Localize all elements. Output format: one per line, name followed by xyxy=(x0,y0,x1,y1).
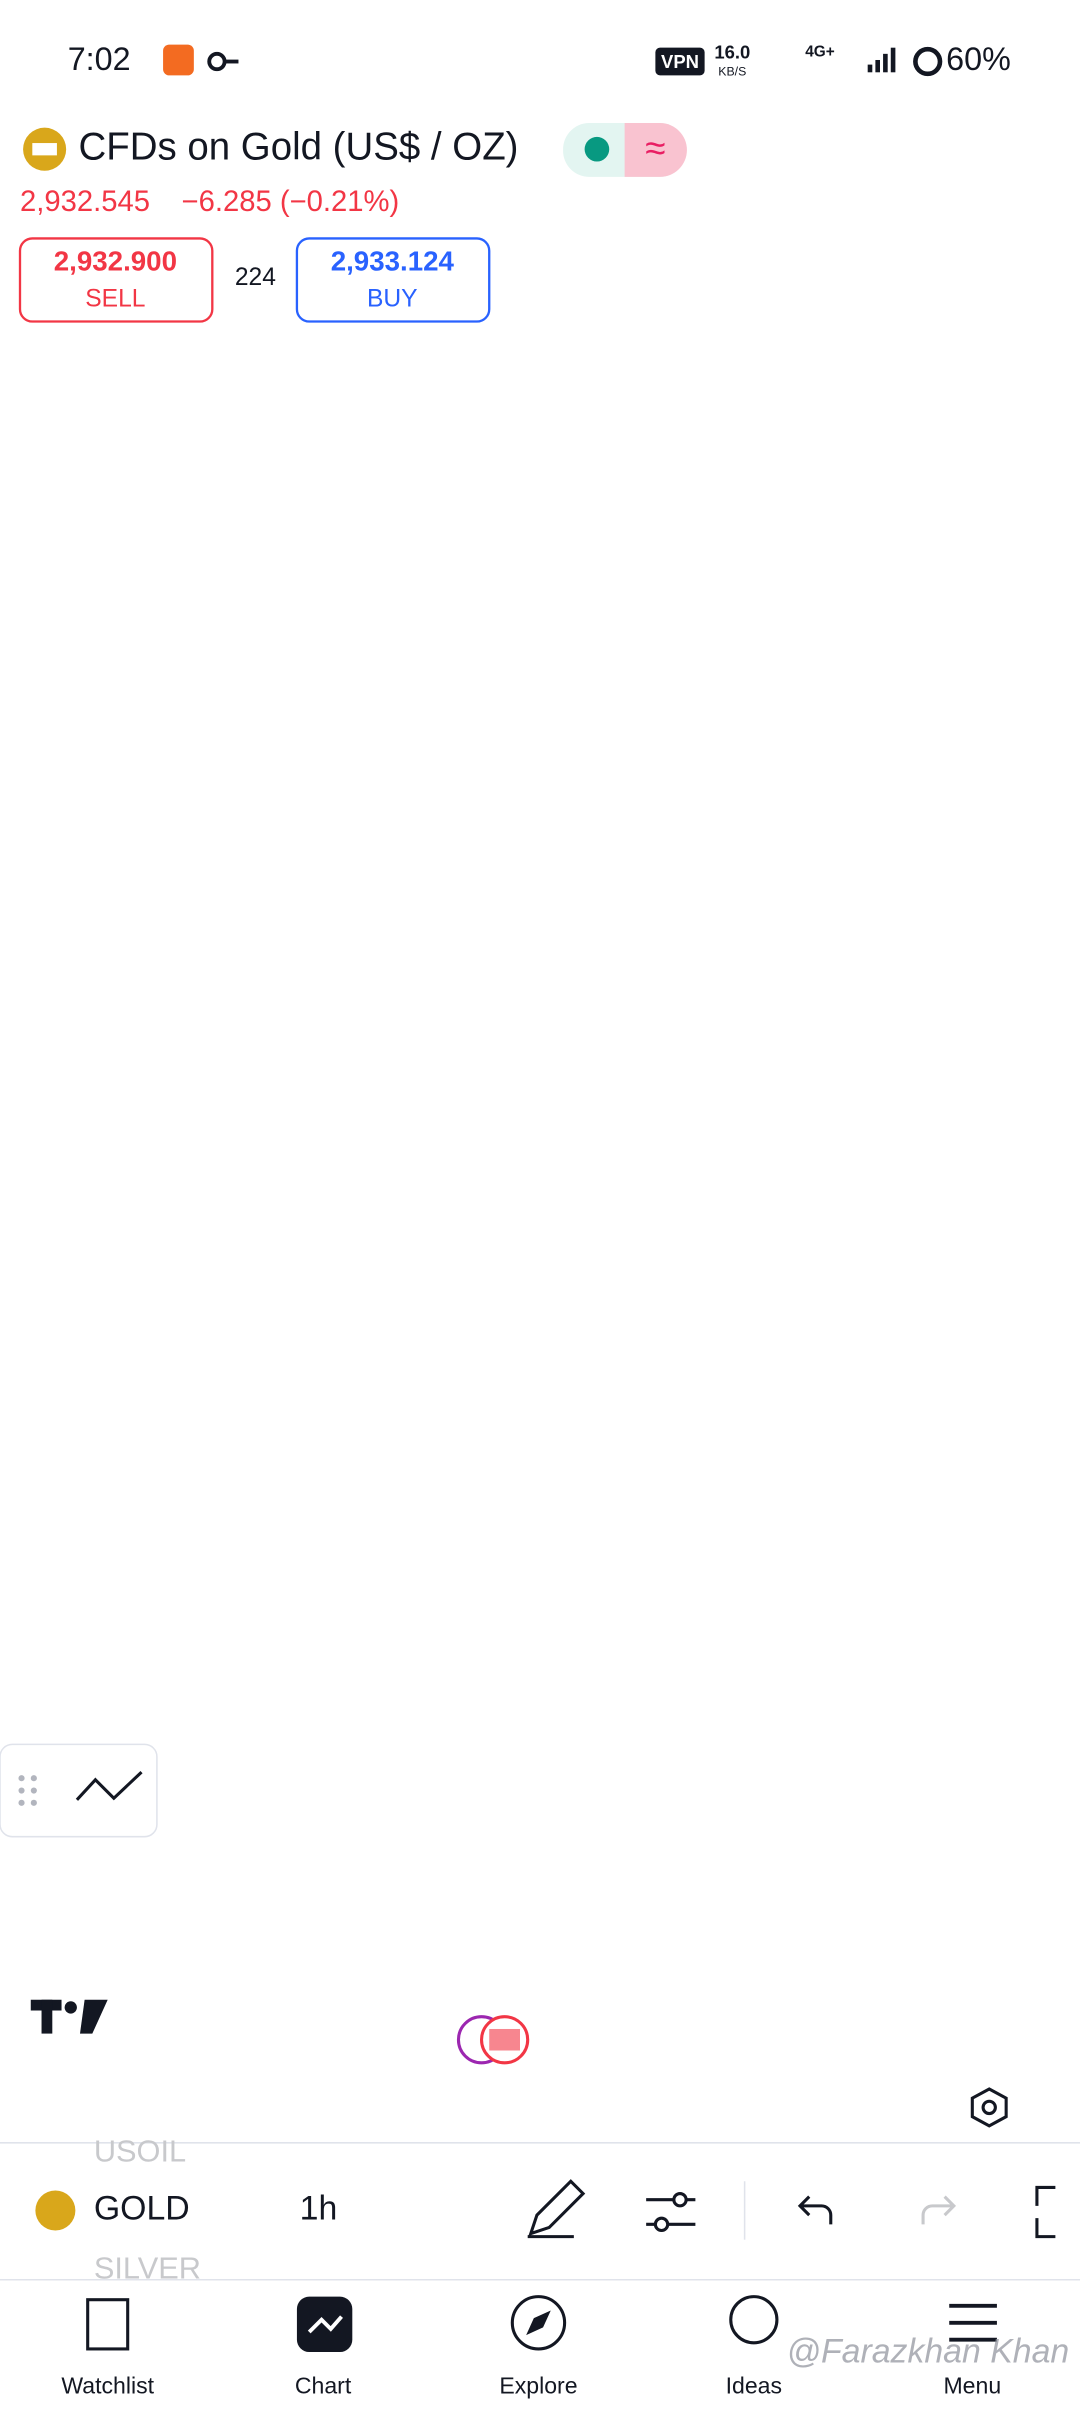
buy-label: BUY xyxy=(367,285,418,312)
battery-icon xyxy=(913,46,943,77)
nav-label[interactable]: Menu xyxy=(943,2372,1001,2398)
nav-label[interactable]: Explore xyxy=(499,2372,577,2398)
drag-handle xyxy=(18,1775,37,1806)
settings-icon[interactable] xyxy=(970,2087,1008,2128)
clock: 7:02 xyxy=(68,41,131,77)
buy-price: 2,933.124 xyxy=(331,245,455,276)
buy-button[interactable] xyxy=(295,237,491,323)
tv-logo xyxy=(30,1999,108,2034)
symbol-current[interactable]: GOLD xyxy=(94,2189,190,2227)
nav-label[interactable]: Ideas xyxy=(726,2372,782,2398)
chart-icon-line xyxy=(307,2315,343,2334)
net-speed-unit: KB/S xyxy=(718,65,746,79)
indicators-icon[interactable] xyxy=(646,2192,696,2233)
interval[interactable]: 1h xyxy=(300,2189,338,2227)
key-icon xyxy=(207,51,239,72)
app-icon xyxy=(163,44,194,76)
market-dot xyxy=(584,136,610,162)
pill-right xyxy=(624,123,687,177)
trend-icon[interactable] xyxy=(75,1770,143,1801)
gold-icon-small xyxy=(35,2190,76,2231)
nav-label[interactable]: Chart xyxy=(295,2372,352,2398)
last-price: 2,932.545 xyxy=(20,186,150,218)
ideas-icon[interactable] xyxy=(729,2295,779,2345)
net-type: 4G+ xyxy=(805,43,835,60)
settings-dot xyxy=(981,2099,997,2116)
explore-icon[interactable] xyxy=(510,2295,567,2351)
battery: 60% xyxy=(946,41,1011,77)
signal-icon xyxy=(867,47,896,73)
redo-icon[interactable] xyxy=(921,2195,957,2225)
sell-price: 2,932.900 xyxy=(54,245,177,276)
pencil-icon[interactable] xyxy=(527,2179,586,2239)
menu-icon[interactable] xyxy=(949,2303,997,2342)
net-speed: 16.0 xyxy=(714,42,750,63)
watchlist-icon[interactable] xyxy=(86,2298,130,2351)
price-change: −6.285 (−0.21%) xyxy=(182,186,400,218)
flag-stripes xyxy=(489,2028,520,2051)
compass-needle xyxy=(526,2310,551,2336)
drawing-widget[interactable] xyxy=(0,1743,158,1838)
symbol-title: CFDs on Gold (US$ / OZ) xyxy=(78,125,518,168)
vpn-badge xyxy=(655,47,705,76)
nav-label[interactable]: Watchlist xyxy=(61,2372,154,2398)
symbol-prev[interactable]: USOIL xyxy=(94,2134,186,2169)
sell-button[interactable] xyxy=(18,237,214,323)
wave-icon: ≈ xyxy=(645,128,665,169)
sell-label: SELL xyxy=(85,285,145,312)
spread: 224 xyxy=(235,264,276,291)
fullscreen-icon[interactable] xyxy=(1035,2185,1056,2239)
undo-icon[interactable] xyxy=(797,2195,833,2225)
vpn-text: VPN xyxy=(661,51,699,72)
gold-bar xyxy=(32,143,57,156)
watermark: @Farazkhan Khan xyxy=(787,2332,1070,2370)
